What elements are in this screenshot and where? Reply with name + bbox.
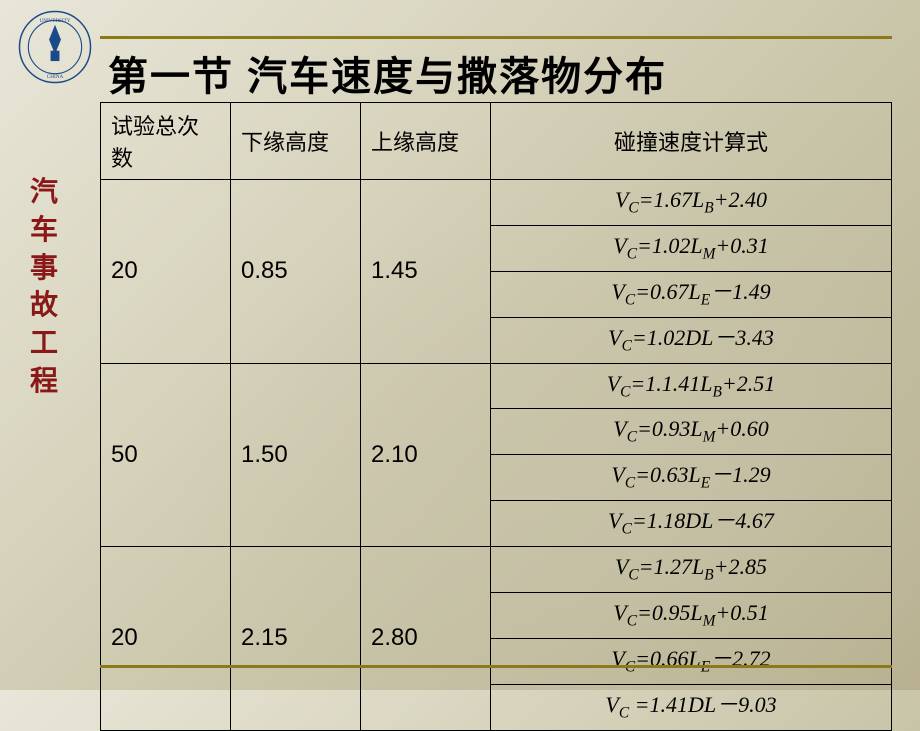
sidebar-char: 工: [28, 325, 60, 363]
table-row: 200.851.45VC=1.67LB+2.40: [101, 180, 892, 226]
header-formula: 碰撞速度计算式: [491, 103, 892, 180]
header-trials: 试验总次数: [101, 103, 231, 180]
cell-lower: 2.15: [231, 547, 361, 731]
cell-formula: VC=0.95LM+0.51: [491, 592, 892, 638]
sidebar-char: 事: [28, 250, 60, 288]
table-row: 202.152.80VC=1.27LB+2.85: [101, 547, 892, 593]
cell-upper: 2.10: [361, 363, 491, 547]
header-lower: 下缘高度: [231, 103, 361, 180]
university-logo: UNIVERSITY CHINA: [18, 10, 92, 84]
svg-text:CHINA: CHINA: [47, 74, 64, 80]
cell-upper: 1.45: [361, 180, 491, 364]
cell-formula: VC=0.63LE－1.29: [491, 455, 892, 501]
cell-formula: VC=0.66LE－2.72: [491, 638, 892, 684]
cell-formula: VC=1.02LM+0.31: [491, 225, 892, 271]
cell-formula: VC=1.27LB+2.85: [491, 547, 892, 593]
cell-lower: 0.85: [231, 180, 361, 364]
bottom-accent-line: [100, 665, 892, 668]
cell-formula: VC=1.18DL－4.67: [491, 501, 892, 547]
cell-formula: VC=0.67LE－1.49: [491, 271, 892, 317]
cell-formula: VC=1.67LB+2.40: [491, 180, 892, 226]
cell-trials: 50: [101, 363, 231, 547]
sidebar-char: 程: [28, 363, 60, 401]
cell-formula: VC =1.41DL－9.03: [491, 684, 892, 730]
header-upper: 上缘高度: [361, 103, 491, 180]
table-header-row: 试验总次数 下缘高度 上缘高度 碰撞速度计算式: [101, 103, 892, 180]
sidebar-char: 车: [28, 212, 60, 250]
svg-text:UNIVERSITY: UNIVERSITY: [39, 18, 70, 24]
cell-trials: 20: [101, 180, 231, 364]
table-row: 501.502.10VC=1.1.41LB+2.51: [101, 363, 892, 409]
cell-trials: 20: [101, 547, 231, 731]
cell-upper: 2.80: [361, 547, 491, 731]
cell-formula: VC=1.1.41LB+2.51: [491, 363, 892, 409]
cell-formula: VC=0.93LM+0.60: [491, 409, 892, 455]
slide-title: 第一节 汽车速度与撒落物分布: [108, 44, 667, 102]
sidebar-char: 故: [28, 287, 60, 325]
data-table-container: 试验总次数 下缘高度 上缘高度 碰撞速度计算式 200.851.45VC=1.6…: [100, 102, 892, 731]
top-accent-line: [100, 36, 892, 39]
cell-formula: VC=1.02DL－3.43: [491, 317, 892, 363]
cell-lower: 1.50: [231, 363, 361, 547]
data-table: 试验总次数 下缘高度 上缘高度 碰撞速度计算式 200.851.45VC=1.6…: [100, 102, 892, 731]
vertical-sidebar-title: 汽 车 事 故 工 程: [28, 174, 60, 401]
sidebar-char: 汽: [28, 174, 60, 212]
